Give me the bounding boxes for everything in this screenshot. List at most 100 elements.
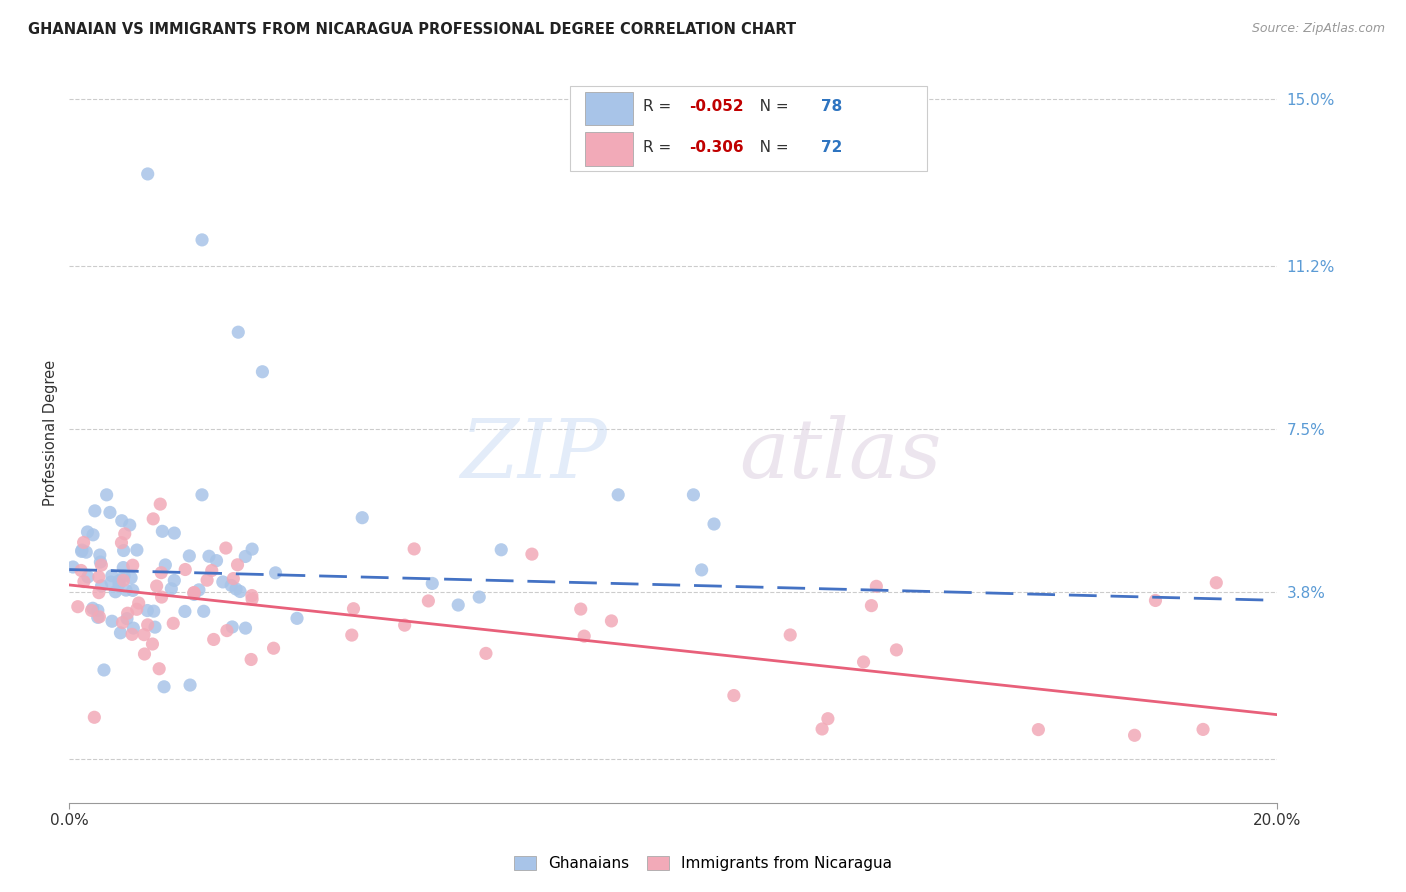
Point [817,712,839,726]
Point [226,558,249,572]
Point [252,365,274,379]
Point [886,643,908,657]
Point [404,541,426,556]
Text: R =: R = [643,140,676,155]
Point [148,662,170,676]
Text: -0.052: -0.052 [689,99,744,114]
Point [150,524,173,539]
Point [62,560,84,574]
Point [89,555,111,569]
Text: 78: 78 [821,99,842,114]
Point [193,604,215,618]
Point [111,615,134,630]
Text: Source: ZipAtlas.com: Source: ZipAtlas.com [1251,22,1385,36]
Point [101,614,124,628]
Point [75,545,97,559]
Point [136,603,159,617]
Point [229,584,252,599]
Text: GHANAIAN VS IMMIGRANTS FROM NICARAGUA PROFESSIONAL DEGREE CORRELATION CHART: GHANAIAN VS IMMIGRANTS FROM NICARAGUA PR… [28,22,796,37]
Text: N =: N = [745,140,794,155]
Point [136,167,159,181]
Point [468,590,491,604]
Point [117,606,139,620]
Point [145,579,167,593]
Point [520,547,543,561]
Point [394,618,416,632]
Point [225,582,247,596]
Point [89,610,111,624]
Point [607,488,630,502]
Point [215,541,238,555]
Point [162,616,184,631]
Point [90,558,112,573]
Point [121,627,143,641]
Point [202,632,225,647]
Point [235,621,257,635]
Text: 72: 72 [821,140,842,155]
Point [163,526,186,541]
Point [80,603,103,617]
Point [1123,728,1146,742]
Point [66,599,89,614]
Text: N =: N = [745,99,794,114]
Point [183,585,205,599]
Point [703,516,725,531]
Point [201,564,224,578]
Point [115,612,138,626]
Point [143,620,166,634]
Point [183,585,205,599]
Point [240,592,263,607]
Point [121,583,143,598]
Point [82,528,104,542]
Point [174,562,197,576]
Point [340,628,363,642]
Point [73,574,96,589]
Point [569,602,592,616]
Point [191,488,214,502]
Point [90,579,112,593]
Y-axis label: Professional Degree: Professional Degree [44,360,58,507]
Point [163,574,186,588]
Point [112,543,135,558]
Point [108,577,131,591]
Point [811,722,834,736]
Point [285,611,308,625]
Point [125,602,148,616]
Point [70,564,93,578]
Point [489,542,512,557]
Point [142,604,165,618]
Point [118,518,141,533]
Point [226,325,249,339]
Point [174,604,197,618]
Point [114,527,136,541]
Point [690,563,713,577]
Point [76,524,98,539]
Point [179,549,201,563]
Point [142,512,165,526]
Point [211,574,233,589]
Point [222,572,245,586]
Point [70,544,93,558]
Point [418,594,440,608]
Point [87,585,110,599]
Point [87,603,110,617]
Point [89,548,111,562]
Point [179,678,201,692]
Point [87,610,110,624]
Point [263,641,285,656]
Point [183,587,205,601]
Point [723,689,745,703]
Point [1144,593,1167,607]
Point [233,549,256,564]
Point [149,497,172,511]
Point [682,488,704,502]
Point [219,578,242,592]
Point [112,569,135,583]
Point [104,584,127,599]
Point [112,574,135,588]
Point [132,627,155,641]
Point [150,566,173,580]
Point [150,590,173,604]
Point [860,599,883,613]
Point [83,710,105,724]
